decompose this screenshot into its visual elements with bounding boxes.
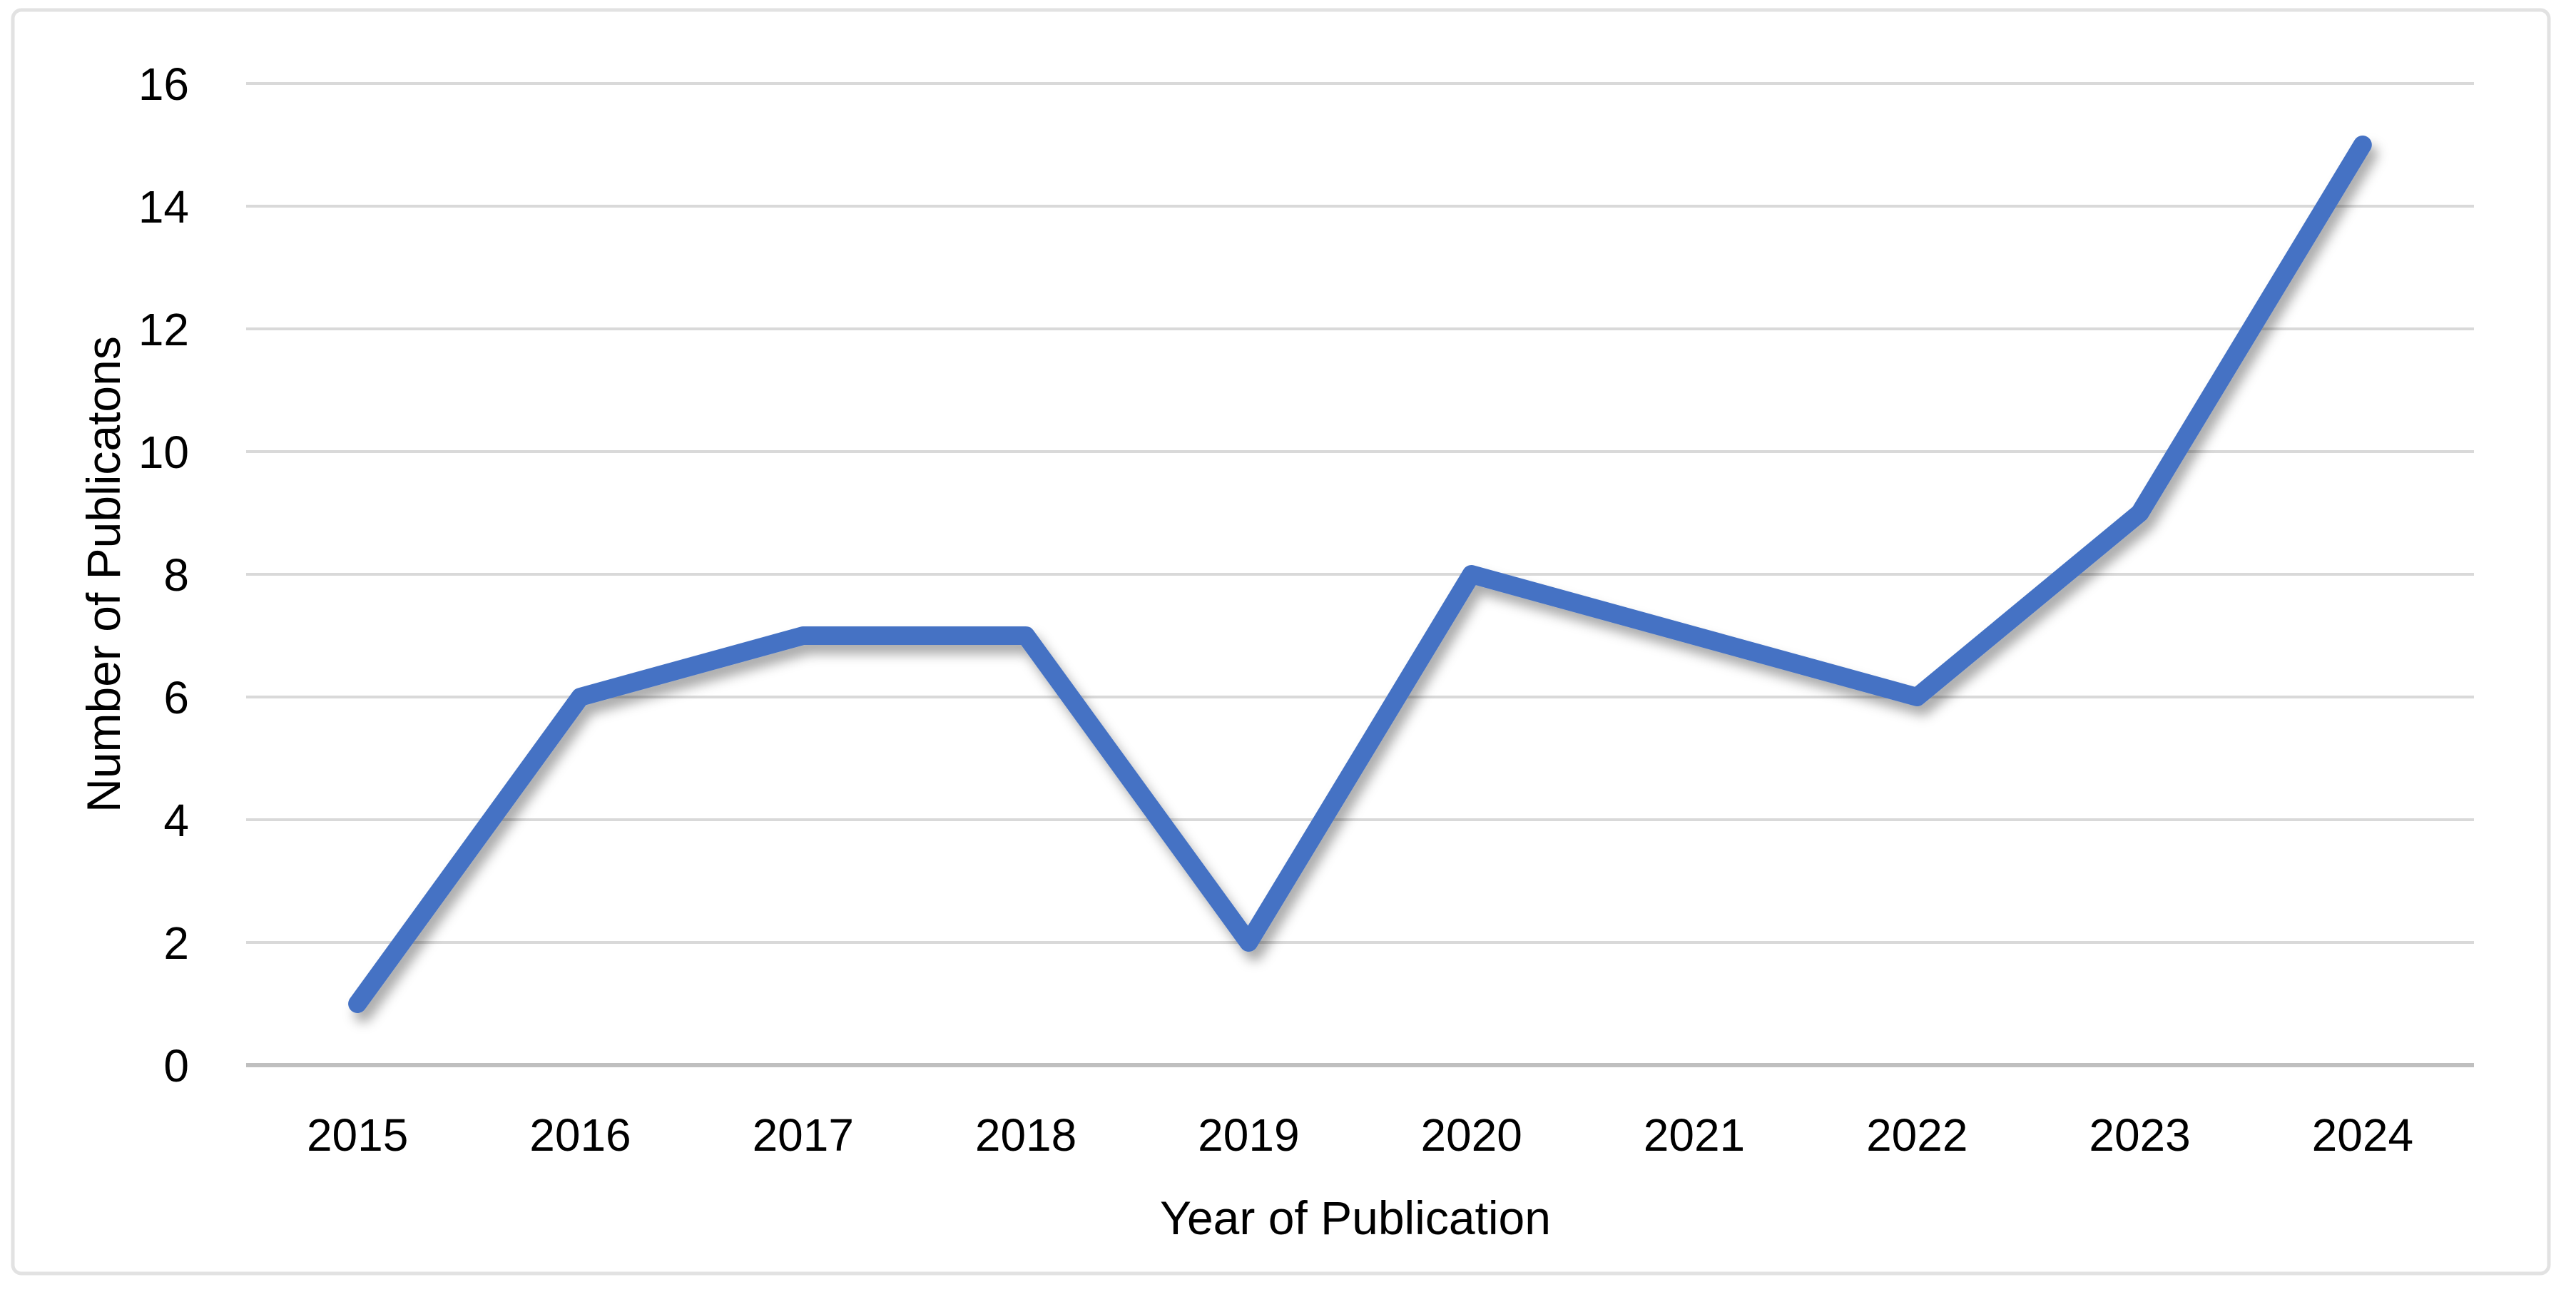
x-tick-label: 2022 [1866,1109,1967,1161]
chart-frame [11,8,2551,1276]
x-tick-label: 2017 [753,1109,854,1161]
x-tick-label: 2016 [529,1109,631,1161]
y-tick-label: 12 [138,304,189,355]
y-tick-label: 0 [163,1040,189,1092]
y-tick-label: 10 [138,427,189,478]
x-tick-label: 2023 [2089,1109,2190,1161]
y-axis-title: Number of Publicatons [77,336,130,813]
x-tick-label: 2020 [1420,1109,1522,1161]
gridlines-group [246,82,2474,1067]
x-tick-label: 2015 [307,1109,408,1161]
y-tick-label: 2 [163,917,189,969]
y-tick-label: 16 [138,59,189,110]
x-tick-label: 2018 [975,1109,1076,1161]
x-tick-label: 2021 [1644,1109,1745,1161]
y-tick-label: 6 [163,672,189,723]
y-tick-label: 14 [138,181,189,233]
y-tick-label: 4 [163,795,189,846]
x-tick-label: 2019 [1198,1109,1299,1161]
y-tick-label: 8 [163,549,189,601]
x-tick-label: 2024 [2312,1109,2413,1161]
x-tick-labels: 2015 2016 2017 2018 2019 2020 2021 2022 2023 2024 [307,1109,2413,1161]
publications-line [348,136,2372,1013]
y-tick-labels: 0 2 4 6 8 10 12 14 16 [138,59,189,1092]
x-axis-title: Year of Publication [1160,1191,1551,1244]
